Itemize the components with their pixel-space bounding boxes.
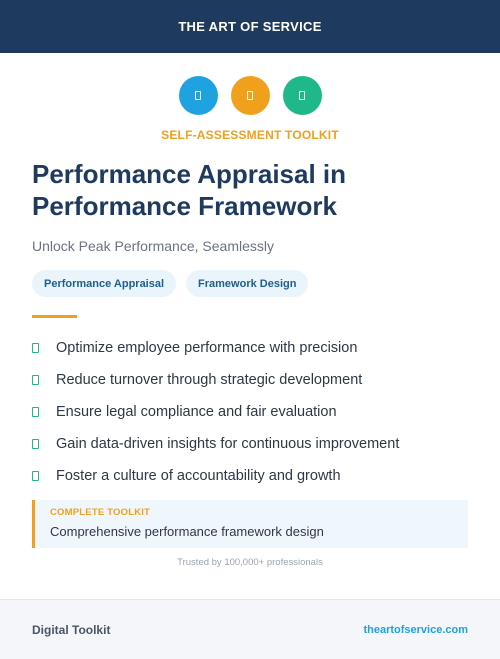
kicker-label: SELF-ASSESSMENT TOOLKIT bbox=[161, 128, 339, 142]
trust-note: Trusted by 100,000+ professionals bbox=[177, 557, 323, 568]
check-icon bbox=[32, 375, 39, 385]
list-item: Optimize employee performance with preci… bbox=[32, 332, 399, 364]
accent-divider bbox=[32, 315, 77, 318]
header-bar: THE ART OF SERVICE bbox=[0, 0, 500, 53]
tag-performance-appraisal: Performance Appraisal bbox=[32, 270, 177, 297]
document-icon bbox=[178, 76, 218, 115]
icon-row bbox=[0, 76, 500, 115]
brand-name: THE ART OF SERVICE bbox=[178, 19, 322, 34]
website-link[interactable]: theartofservice.com bbox=[363, 623, 468, 636]
checklist-icon bbox=[282, 76, 322, 115]
tag-framework-design: Framework Design bbox=[186, 270, 309, 297]
check-icon bbox=[32, 343, 39, 353]
check-icon bbox=[32, 471, 39, 481]
feature-text: Gain data-driven insights for continuous… bbox=[56, 436, 400, 452]
clipboard-icon bbox=[230, 76, 270, 115]
feature-text: Reduce turnover through strategic develo… bbox=[56, 372, 363, 388]
feature-text: Ensure legal compliance and fair evaluat… bbox=[56, 404, 337, 420]
feature-text: Foster a culture of accountability and g… bbox=[56, 468, 341, 484]
check-icon bbox=[32, 439, 39, 449]
tag-list: Performance Appraisal Framework Design bbox=[32, 270, 309, 297]
callout-text: Comprehensive performance framework desi… bbox=[50, 524, 324, 539]
list-item: Reduce turnover through strategic develo… bbox=[32, 364, 399, 396]
list-item: Ensure legal compliance and fair evaluat… bbox=[32, 396, 399, 428]
callout-label: COMPLETE TOOLKIT bbox=[50, 507, 151, 518]
check-icon bbox=[32, 407, 39, 417]
feature-list: Optimize employee performance with preci… bbox=[32, 332, 399, 492]
list-item: Foster a culture of accountability and g… bbox=[32, 460, 399, 492]
footer-bar: Digital Toolkit theartofservice.com bbox=[0, 599, 500, 659]
subtitle: Unlock Peak Performance, Seamlessly bbox=[32, 238, 274, 254]
toolkit-callout: COMPLETE TOOLKIT Comprehensive performan… bbox=[32, 500, 468, 548]
footer-label: Digital Toolkit bbox=[32, 622, 111, 637]
page-title: Performance Appraisal in Performance Fra… bbox=[32, 159, 347, 221]
feature-text: Optimize employee performance with preci… bbox=[56, 340, 358, 356]
list-item: Gain data-driven insights for continuous… bbox=[32, 428, 399, 460]
